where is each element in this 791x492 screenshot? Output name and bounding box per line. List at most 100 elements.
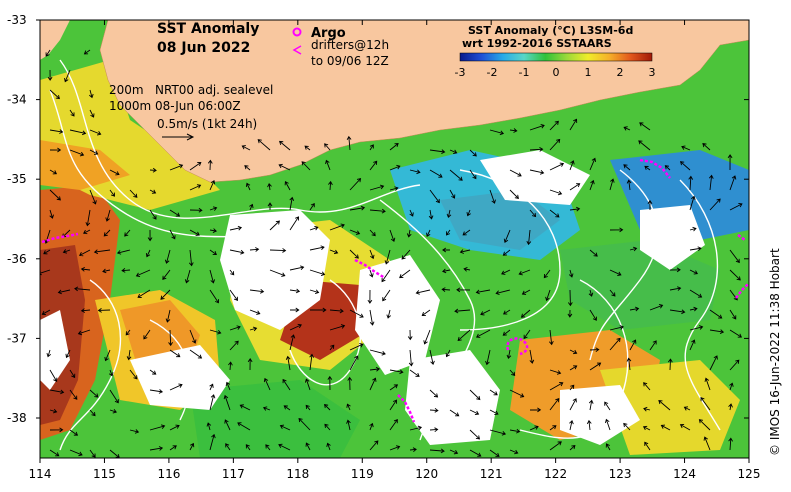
current-vector-arrow: [189, 207, 203, 213]
current-vector-arrow: [109, 408, 117, 414]
current-vector-arrow: [349, 343, 364, 351]
sst-patch-green-sw: [190, 380, 360, 458]
current-vector-arrow: [409, 169, 421, 175]
current-vector-arrow: [729, 382, 734, 391]
current-vector-arrow: [642, 425, 651, 431]
current-vector-arrow: [169, 163, 184, 171]
current-vector-arrow: [239, 404, 251, 411]
current-vector-arrow: [643, 382, 651, 391]
no-data-cloud-1: [220, 210, 330, 330]
current-vector-arrow: [623, 422, 631, 431]
current-vector-arrow: [189, 162, 202, 171]
current-vector-arrow: [709, 309, 723, 319]
current-vector-arrow: [89, 389, 99, 398]
current-vector-arrow: [485, 349, 491, 366]
current-vector-arrow: [369, 144, 374, 151]
current-vector-arrow: [509, 428, 521, 434]
plot-frame: [39, 19, 750, 459]
current-vector-arrow: [69, 449, 83, 457]
current-vector-arrow: [569, 419, 574, 431]
current-vector-arrow: [509, 449, 519, 455]
current-vector-arrow: [304, 378, 311, 391]
current-vector-arrow: [49, 147, 62, 153]
current-vector-arrow: [49, 189, 61, 201]
current-vector-arrow: [143, 329, 151, 340]
current-vector-arrow: [609, 227, 624, 233]
current-vector-arrow: [569, 160, 575, 171]
current-vector-arrow: [209, 433, 216, 451]
lon-tick-label: 123: [609, 467, 632, 481]
current-vector-arrow: [169, 445, 177, 451]
drifter-marker-icon: [292, 45, 302, 55]
lon-tick-label: 118: [286, 467, 309, 481]
colorbar-tick-label: 2: [617, 66, 624, 79]
current-vector-arrow: [69, 129, 87, 136]
current-vector-arrow: [135, 269, 151, 277]
current-vector-arrow: [669, 309, 686, 315]
current-vector-arrow: [129, 189, 138, 198]
lon-tick-label: 117: [222, 467, 245, 481]
lon-tick-label: 116: [157, 467, 180, 481]
current-vector-arrow: [298, 417, 311, 431]
current-vector-arrow: [445, 349, 451, 358]
current-vector-arrow: [244, 165, 251, 171]
current-vector-arrow: [669, 286, 682, 291]
current-vector-arrow: [327, 375, 333, 391]
colorbar-title-line-2: wrt 1992-2016 SSTAARS: [462, 37, 612, 50]
current-vector-arrow: [279, 140, 291, 151]
current-vector-arrow: [83, 229, 91, 235]
current-vector-arrow: [269, 269, 286, 277]
current-vector-arrow: [369, 208, 386, 214]
current-vector-arrow: [523, 329, 531, 340]
current-vector-arrow: [623, 164, 631, 171]
current-vector-arrow: [728, 437, 734, 451]
current-vector-arrow: [709, 198, 721, 211]
sea-level-contours: [49, 59, 721, 451]
current-vector-arrow: [681, 145, 691, 151]
current-vector-arrow: [389, 369, 404, 375]
current-vector-arrow: [209, 249, 217, 255]
current-vector-arrow: [729, 359, 740, 371]
title-line-1: SST Anomaly: [157, 21, 259, 37]
current-vector-arrow: [609, 269, 622, 276]
product-label: NRT00 adj. sealevel: [155, 83, 273, 97]
current-vector-arrow: [708, 174, 714, 191]
current-vector-arrow: [229, 289, 238, 301]
current-vector-arrow: [269, 248, 287, 253]
current-vector-arrow: [384, 249, 391, 265]
current-vector-arrow: [389, 445, 401, 451]
current-vector-arrow: [184, 269, 191, 284]
current-vector-arrow: [495, 289, 511, 296]
current-vector-arrow: [149, 389, 164, 394]
lon-tick-label: 119: [351, 467, 374, 481]
current-vector-arrow: [509, 389, 525, 398]
current-vector-arrow: [415, 289, 431, 295]
current-vector-arrow: [389, 399, 397, 411]
current-vector-arrow: [309, 307, 327, 313]
current-vector-arrow: [188, 249, 194, 267]
current-vector-arrow: [89, 129, 102, 136]
current-vector-arrow: [389, 186, 399, 191]
current-vector-arrow: [549, 425, 557, 431]
current-vector-arrow: [549, 138, 561, 151]
current-vector-arrow: [702, 143, 711, 151]
current-vector-arrow: [262, 406, 271, 411]
current-vector-arrow: [469, 149, 477, 157]
current-vector-arrow: [501, 269, 511, 275]
lat-tick-label: -37: [7, 331, 27, 345]
current-vector-arrow: [729, 249, 740, 264]
current-vector-arrow: [389, 229, 396, 242]
current-vector-arrow: [89, 89, 94, 99]
current-vector-arrow: [644, 165, 651, 171]
current-vector-arrow: [189, 349, 203, 359]
current-vector-arrow: [325, 159, 331, 171]
sst-patch-orange-nw: [40, 140, 130, 190]
current-vector-arrow: [45, 49, 51, 57]
current-vector-arrow: [609, 325, 624, 331]
current-vector-arrow: [729, 309, 737, 320]
current-vector-arrow: [147, 229, 153, 242]
current-vector-arrow: [324, 403, 331, 411]
current-vector-arrow: [89, 409, 96, 417]
current-vector-arrow: [409, 369, 420, 377]
